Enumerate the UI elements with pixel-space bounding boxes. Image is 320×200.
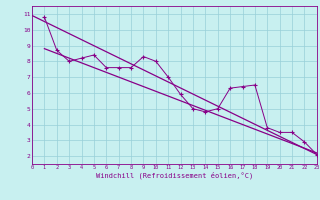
X-axis label: Windchill (Refroidissement éolien,°C): Windchill (Refroidissement éolien,°C): [96, 172, 253, 179]
